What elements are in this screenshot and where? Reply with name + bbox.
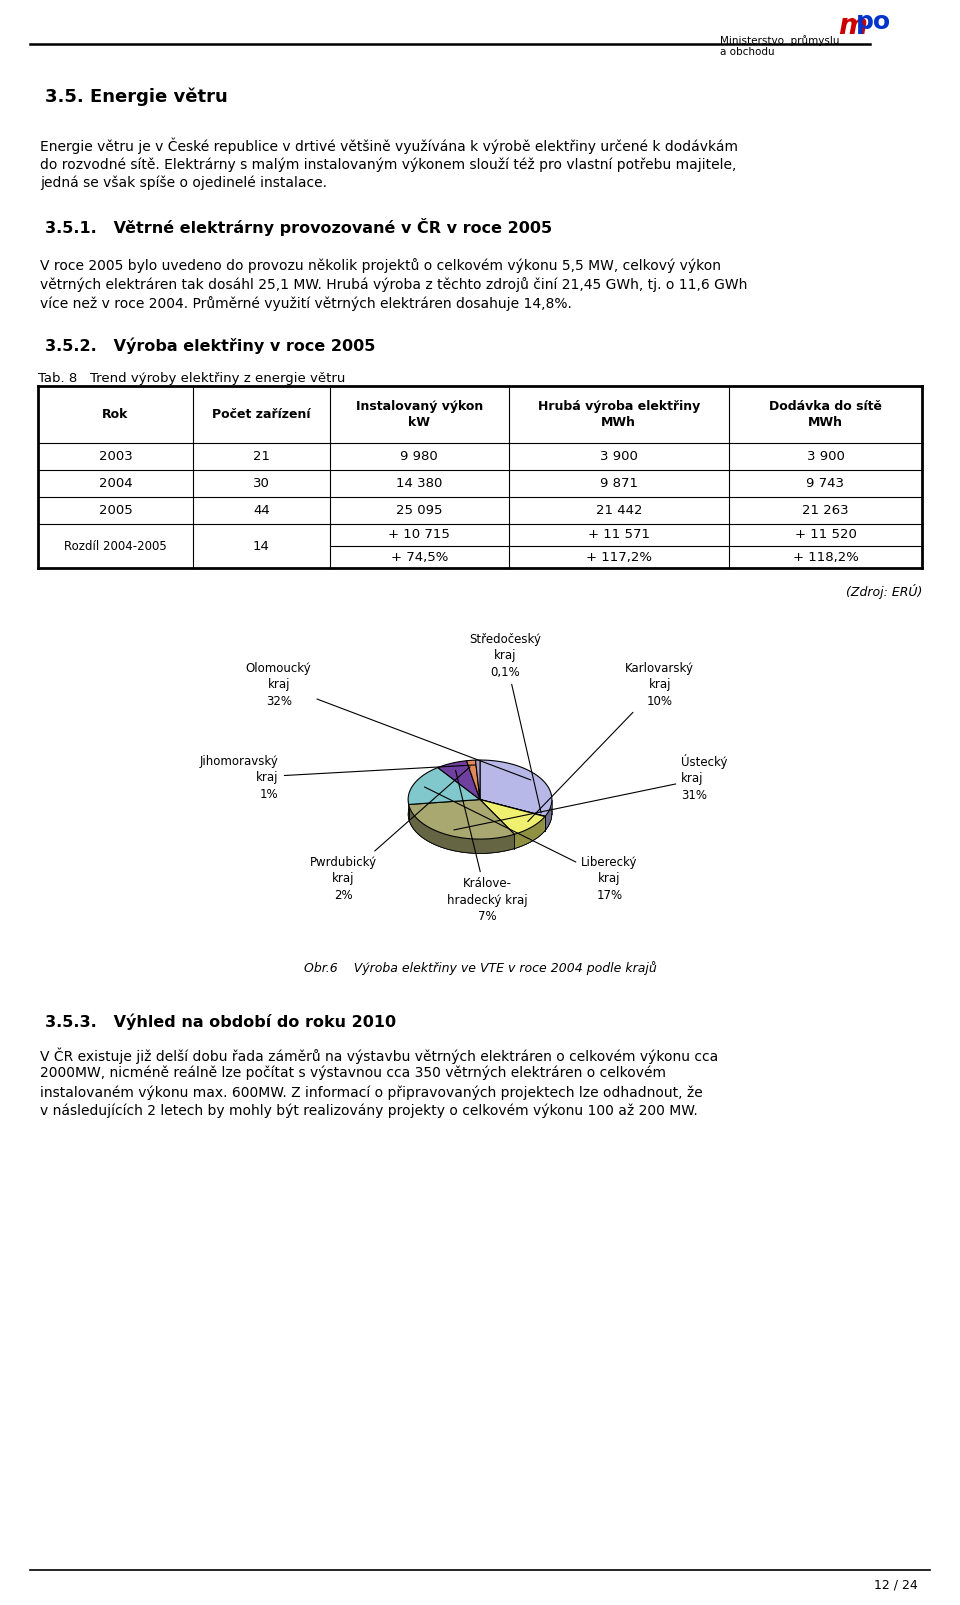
Text: 2004: 2004 (99, 477, 132, 490)
Text: 3.5.2.   Výroba elektřiny v roce 2005: 3.5.2. Výroba elektřiny v roce 2005 (45, 339, 375, 355)
Text: Dodávka do sítě
MWh: Dodávka do sítě MWh (769, 400, 882, 429)
Text: 25 095: 25 095 (396, 504, 443, 517)
Text: + 10 715: + 10 715 (388, 528, 450, 541)
Polygon shape (408, 767, 480, 804)
Polygon shape (438, 761, 480, 799)
Polygon shape (475, 761, 480, 799)
Text: Liberecký
kraj
17%: Liberecký kraj 17% (424, 786, 637, 902)
Polygon shape (480, 761, 552, 817)
Text: + 11 520: + 11 520 (795, 528, 856, 541)
Polygon shape (409, 799, 515, 839)
Text: 3 900: 3 900 (806, 449, 845, 462)
Text: 2000MW, nicméně reálně lze počítat s výstavnou cca 350 větrných elektráren o cel: 2000MW, nicméně reálně lze počítat s výs… (40, 1066, 666, 1080)
Text: instalovaném výkonu max. 600MW. Z informací o připravovaných projektech lze odha: instalovaném výkonu max. 600MW. Z inform… (40, 1085, 703, 1099)
Text: 44: 44 (253, 504, 270, 517)
Text: 3.5.1.   Větrné elektrárny provozované v ČR v roce 2005: 3.5.1. Větrné elektrárny provozované v Č… (45, 218, 552, 236)
Text: + 11 571: + 11 571 (588, 528, 650, 541)
Text: Tab. 8   Trend výroby elektřiny z energie větru: Tab. 8 Trend výroby elektřiny z energie … (38, 372, 346, 385)
Text: 21 263: 21 263 (803, 504, 849, 517)
Text: 2005: 2005 (99, 504, 132, 517)
Text: m: m (838, 11, 867, 40)
Text: Ústecký
kraj
31%: Ústecký kraj 31% (454, 754, 728, 830)
Text: 3.5. Energie větru: 3.5. Energie větru (45, 88, 228, 106)
Text: po: po (856, 10, 891, 34)
Polygon shape (409, 804, 515, 854)
Text: Hrubá výroba elektřiny
MWh: Hrubá výroba elektřiny MWh (538, 400, 700, 429)
Text: Rok: Rok (103, 408, 129, 421)
Polygon shape (515, 817, 545, 849)
Text: + 74,5%: + 74,5% (391, 551, 448, 563)
Polygon shape (480, 799, 545, 835)
Text: a obchodu: a obchodu (720, 47, 775, 58)
Text: Počet zařízení: Počet zařízení (212, 408, 311, 421)
Text: Rozdíl 2004-2005: Rozdíl 2004-2005 (64, 539, 167, 552)
Text: 9 980: 9 980 (400, 449, 438, 462)
Text: více než v roce 2004. Průměrné využití větrných elektráren dosahuje 14,8%.: více než v roce 2004. Průměrné využití v… (40, 295, 572, 311)
Polygon shape (480, 799, 545, 817)
Text: Ministerstvo  průmyslu: Ministerstvo průmyslu (720, 35, 839, 47)
Text: větrných elektráren tak dosáhl 25,1 MW. Hrubá výroba z těchto zdrojů činí 21,45 : větrných elektráren tak dosáhl 25,1 MW. … (40, 278, 748, 292)
Text: (Zdroj: ERÚ): (Zdroj: ERÚ) (846, 584, 922, 599)
Text: 21: 21 (252, 449, 270, 462)
Text: do rozvodné sítě. Elektrárny s malým instalovaným výkonem slouží též pro vlastní: do rozvodné sítě. Elektrárny s malým ins… (40, 157, 736, 172)
Text: 21 442: 21 442 (595, 504, 642, 517)
Text: Olomoucký
kraj
32%: Olomoucký kraj 32% (246, 661, 531, 780)
Text: Instalovaný výkon
kW: Instalovaný výkon kW (355, 400, 483, 429)
Text: Karlovarský
kraj
10%: Karlovarský kraj 10% (528, 661, 694, 822)
Text: 3 900: 3 900 (600, 449, 637, 462)
Text: v následujících 2 letech by mohly být realizovány projekty o celkovém výkonu 100: v následujících 2 letech by mohly být re… (40, 1104, 698, 1119)
Text: 9 743: 9 743 (806, 477, 845, 490)
Polygon shape (467, 761, 480, 799)
Text: 9 871: 9 871 (600, 477, 637, 490)
Text: 30: 30 (252, 477, 270, 490)
Text: jedná se však spíše o ojedinelé instalace.: jedná se však spíše o ojedinelé instalac… (40, 177, 327, 191)
Text: + 117,2%: + 117,2% (586, 551, 652, 563)
Text: Obr.6    Výroba elektřiny ve VTE v roce 2004 podle krajů: Obr.6 Výroba elektřiny ve VTE v roce 200… (303, 961, 657, 974)
Text: Energie větru je v České republice v drtivé většině využívána k výrobě elektřiny: Energie větru je v České republice v drt… (40, 138, 738, 154)
Text: Králove-
hradecký kraj
7%: Králove- hradecký kraj 7% (446, 770, 527, 923)
Text: Jihomoravský
kraj
1%: Jihomoravský kraj 1% (200, 754, 475, 801)
Text: Středočeský
kraj
0,1%: Středočeský kraj 0,1% (469, 632, 541, 812)
Polygon shape (545, 799, 552, 831)
Text: 12 / 24: 12 / 24 (875, 1578, 918, 1591)
Text: 2003: 2003 (99, 449, 132, 462)
Text: Pwrdubický
kraj
2%: Pwrdubický kraj 2% (310, 767, 470, 902)
Text: 14 380: 14 380 (396, 477, 443, 490)
Text: 3.5.3.   Výhled na období do roku 2010: 3.5.3. Výhled na období do roku 2010 (45, 1013, 396, 1029)
Text: + 118,2%: + 118,2% (793, 551, 858, 563)
Text: 14: 14 (252, 539, 270, 552)
Text: V ČR existuje již delší dobu řada záměrů na výstavbu větrných elektráren o celko: V ČR existuje již delší dobu řada záměrů… (40, 1046, 718, 1064)
Text: V roce 2005 bylo uvedeno do provozu několik projektů o celkovém výkonu 5,5 MW, c: V roce 2005 bylo uvedeno do provozu něko… (40, 258, 721, 273)
